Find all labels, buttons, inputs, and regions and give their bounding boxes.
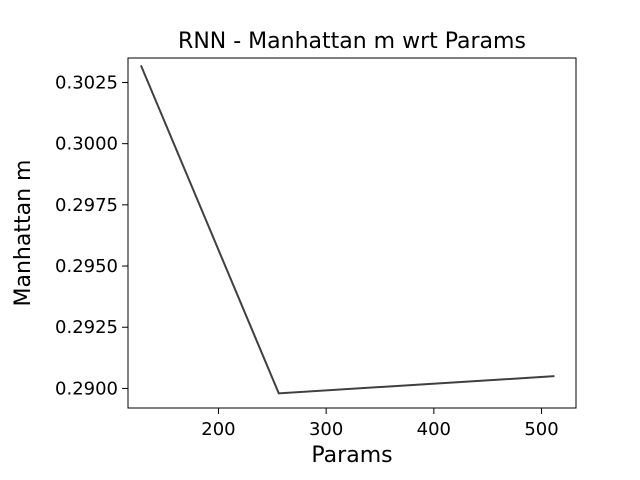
chart-title: RNN - Manhattan m wrt Params — [178, 29, 526, 54]
x-tick-label: 400 — [417, 419, 451, 440]
y-tick-label: 0.3025 — [55, 72, 118, 93]
y-axis: 0.2900 0.2925 0.2950 0.2975 0.3000 0.3025 — [55, 72, 128, 399]
x-tick-label: 200 — [201, 419, 235, 440]
x-axis-label: Params — [311, 443, 392, 468]
series-line — [140, 64, 555, 395]
x-tick-label: 300 — [309, 419, 343, 440]
y-tick-label: 0.2900 — [55, 378, 118, 399]
series-layer — [140, 64, 555, 395]
plot-frame — [127, 57, 577, 409]
y-axis-label: Manhattan m — [11, 160, 36, 307]
y-tick-label: 0.3000 — [55, 134, 118, 155]
y-tick-label: 0.2925 — [55, 317, 118, 338]
y-tick-label: 0.2975 — [55, 195, 118, 216]
x-axis: 200 300 400 500 — [201, 408, 559, 440]
x-tick-label: 500 — [524, 419, 558, 440]
y-tick-label: 0.2950 — [55, 256, 118, 277]
